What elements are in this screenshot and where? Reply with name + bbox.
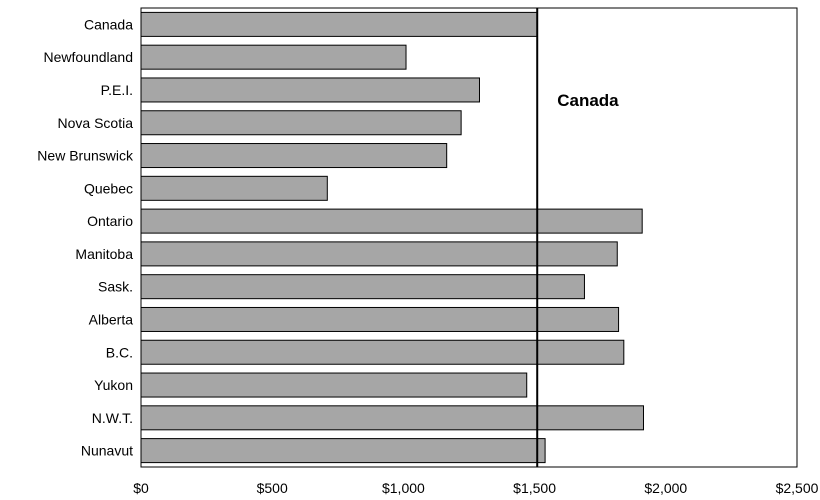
bar-nova-scotia — [140, 110, 462, 136]
bar-manitoba — [140, 241, 618, 267]
x-tick-label: $1,000 — [382, 480, 425, 496]
x-tick-label: $0 — [133, 480, 149, 496]
bar-quebec — [140, 175, 328, 201]
bar-yukon — [140, 372, 528, 398]
plot-area-frame — [140, 7, 798, 468]
bar-b-c — [140, 339, 625, 365]
category-label: Nova Scotia — [58, 115, 134, 131]
bar-canada — [140, 11, 538, 37]
x-tick-label: $1,500 — [513, 480, 556, 496]
category-label: N.W.T. — [92, 410, 133, 426]
category-label: Canada — [84, 16, 133, 32]
bar-nunavut — [140, 438, 546, 464]
category-label: Newfoundland — [43, 49, 133, 65]
bar-newfoundland — [140, 44, 407, 70]
category-label: Sask. — [98, 279, 133, 295]
category-label: Alberta — [89, 311, 134, 327]
bar-new-brunswick — [140, 143, 448, 169]
category-label: Manitoba — [75, 246, 133, 262]
x-tick-label: $2,000 — [644, 480, 687, 496]
category-label: Quebec — [84, 180, 133, 196]
reference-line-label: Canada — [557, 91, 619, 110]
bar-sask — [140, 274, 585, 300]
category-label: Nunavut — [81, 443, 133, 459]
bar-p-e-i — [140, 77, 480, 103]
x-tick-label: $2,500 — [776, 480, 819, 496]
category-label: P.E.I. — [101, 82, 133, 98]
x-tick-label: $500 — [257, 480, 288, 496]
category-label: Ontario — [87, 213, 133, 229]
category-label: B.C. — [106, 344, 133, 360]
bars-group — [140, 11, 644, 464]
category-label: Yukon — [94, 377, 133, 393]
category-label: New Brunswick — [37, 148, 134, 164]
bar-n-w-t — [140, 405, 644, 431]
bar-ontario — [140, 208, 643, 234]
x-axis-ticks: $0 $500 $1,000 $1,500 $2,000 $2,500 — [133, 480, 818, 496]
bar-alberta — [140, 306, 620, 332]
category-labels: Canada Newfoundland P.E.I. Nova Scotia New B… — [37, 16, 134, 458]
